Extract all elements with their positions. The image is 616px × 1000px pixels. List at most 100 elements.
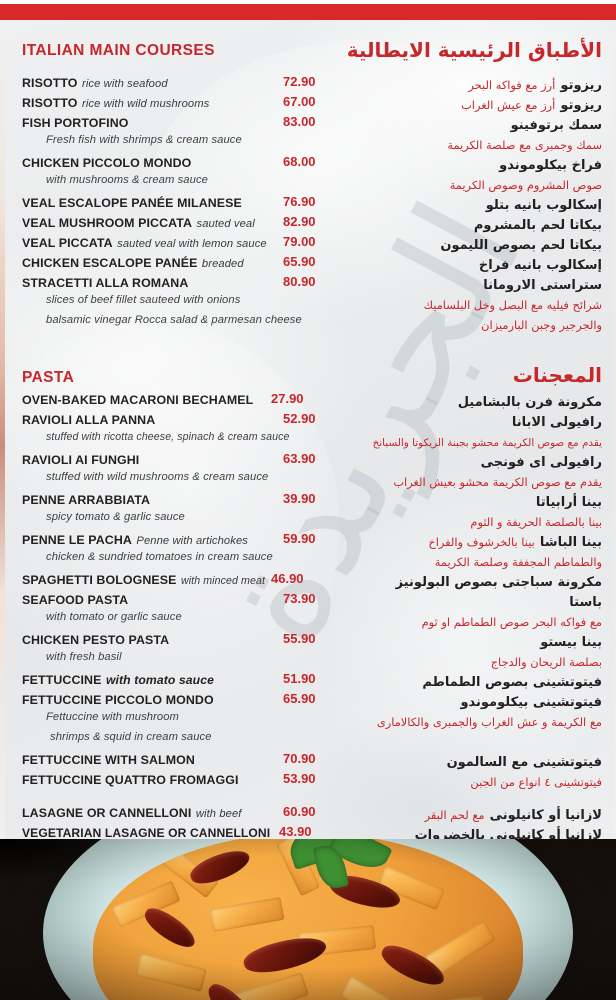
menu-row-ar[interactable]: إسكالوب بانيه بتلو bbox=[340, 194, 616, 214]
item-subdesc: shrimps & squid in cream sauce bbox=[50, 731, 212, 743]
menu-row[interactable]: VEAL MUSHROOM PICCATA sauted veal 82.90 bbox=[0, 214, 340, 234]
menu-row-ar[interactable]: بينا الباشا بينا بالخرشوف والفراخ bbox=[340, 531, 616, 551]
menu-row[interactable]: STRACETTI ALLA ROMANA 80.90 bbox=[0, 274, 340, 294]
item-subdesc: with tomato or garlic sauce bbox=[46, 611, 182, 623]
item-subdesc: stuffed with wild mushrooms & cream sauc… bbox=[46, 471, 269, 483]
menu-subdesc-row-ar: مع الكريمة و عش الغراب والجمبرى والكالام… bbox=[340, 711, 616, 731]
section-title-ar: المعجنات bbox=[512, 363, 602, 387]
menu-row[interactable]: VEAL ESCALOPE PANÉE MILANESE 76.90 bbox=[0, 194, 340, 214]
menu-row[interactable]: SPAGHETTI BOLOGNESE with minced meat 46.9… bbox=[0, 571, 340, 591]
menu-row-ar[interactable]: ريزوتو أرز مع عيش الغراب bbox=[340, 94, 616, 114]
item-name-ar: رافيولى الابانا bbox=[511, 415, 602, 430]
menu-row[interactable]: FETTUCCINE with tomato sauce 51.90 bbox=[0, 671, 340, 691]
menu-row[interactable]: LASAGNE OR CANNELLONI with beef 60.90 bbox=[0, 804, 340, 824]
top-red-bar bbox=[0, 4, 616, 20]
menu-row[interactable]: CHICKEN PESTO PASTA 55.90 bbox=[0, 631, 340, 651]
menu-row[interactable]: RISOTTO rice with wild mushrooms 67.00 bbox=[0, 94, 340, 114]
pasta-mound bbox=[93, 839, 523, 1000]
menu-subdesc-row: stuffed with wild mushrooms & cream sauc… bbox=[0, 471, 340, 491]
item-name: OVEN-BAKED MACARONI BECHAMEL bbox=[22, 393, 254, 407]
menu-row-ar[interactable]: بيكاتا لحم بالمشروم bbox=[340, 214, 616, 234]
item-name: LASAGNE OR CANNELLONI bbox=[22, 806, 192, 820]
menu-row-ar[interactable]: مكرونة فرن بالبشاميل bbox=[340, 391, 616, 411]
menu-row[interactable]: VEAL PICCATA sauted veal with lemon sauc… bbox=[0, 234, 340, 254]
item-desc-ar: شرائح فيليه مع البصل وخل البلساميك bbox=[423, 298, 602, 312]
photo-vignette bbox=[0, 839, 616, 1000]
menu-row-ar[interactable]: بينا بيستو bbox=[340, 631, 616, 651]
item-name-ar: فراخ بيكلوموندو bbox=[499, 158, 602, 173]
item-name: SEAFOOD PASTA bbox=[22, 593, 129, 607]
item-subdesc: spicy tomato & garlic sauce bbox=[46, 511, 185, 523]
menu-row-ar[interactable]: فيتوتشينى بصوص الطماطم bbox=[340, 671, 616, 691]
menu-row-ar[interactable]: فراخ بيكلوموندو bbox=[340, 154, 616, 174]
item-desc-ar: أرز مع فواكه البحر bbox=[468, 78, 556, 92]
item-name-ar: فيتوتشينى مع السالمون bbox=[446, 755, 602, 770]
item-price: 68.00 bbox=[283, 154, 316, 169]
menu-row[interactable]: FISH PORTOFINO 83.00 bbox=[0, 114, 340, 134]
food-photo bbox=[0, 839, 616, 1000]
menu-row[interactable]: VEGETARIAN LASAGNE OR CANNELLONI 43.90 bbox=[0, 824, 340, 839]
item-price: 73.90 bbox=[283, 591, 316, 606]
menu-row-ar[interactable]: بينا أرابياتا bbox=[340, 491, 616, 511]
item-price: 27.90 bbox=[271, 391, 304, 406]
item-name-ar: بينا بيستو bbox=[540, 635, 602, 650]
left-edge-strip bbox=[0, 20, 5, 839]
menu-row-ar[interactable]: لازانيا أو كانيلونى مع لحم البقر bbox=[340, 804, 616, 824]
menu-row-ar[interactable]: فيتوتشينى بيكلوموندو bbox=[340, 691, 616, 711]
menu-row-ar[interactable]: باستا bbox=[340, 591, 616, 611]
menu-row-ar[interactable]: مكرونة سباجتى بصوص البولونيز bbox=[340, 571, 616, 591]
section-italian-main-courses: ITALIAN MAIN COURSES الأطباق الرئيسية ال… bbox=[0, 38, 616, 332]
spacer-row-ar bbox=[340, 791, 616, 804]
item-name-ar: بينا أرابياتا bbox=[535, 495, 602, 510]
item-price: 72.90 bbox=[283, 74, 316, 89]
menu-row[interactable]: RISOTTO rice with seafood 72.90 bbox=[0, 74, 340, 94]
item-name: RISOTTO bbox=[22, 96, 78, 110]
menu-row[interactable]: PENNE ARRABBIATA 39.90 bbox=[0, 491, 340, 511]
menu-subdesc-row: with mushrooms & cream sauce bbox=[0, 174, 340, 194]
item-name: VEAL PICCATA bbox=[22, 236, 113, 250]
item-name-ar: فيتوتشينى بيكلوموندو bbox=[460, 695, 602, 710]
menu-row[interactable]: SEAFOOD PASTA 73.90 bbox=[0, 591, 340, 611]
item-desc-ar: أرز مع عيش الغراب bbox=[461, 98, 556, 112]
menu-subdesc-row: stuffed with ricotta cheese, spinach & c… bbox=[0, 431, 340, 451]
menu-row-ar[interactable]: إسكالوب بانيه فراخ bbox=[340, 254, 616, 274]
item-subdesc: balsamic vinegar Rocca salad & parmesan … bbox=[46, 314, 302, 326]
right-edge-strip bbox=[613, 20, 616, 839]
item-desc: Penne with artichokes bbox=[136, 535, 248, 547]
item-name-ar: لازانيا أو كانيلونى bbox=[489, 808, 602, 823]
item-desc-ar: صوص المشروم وصوص الكريمة bbox=[449, 178, 602, 192]
item-desc-ar: والطماطم المجففة وصلصة الكريمة bbox=[434, 555, 602, 569]
menu-row-ar[interactable]: سمك برتوفينو bbox=[340, 114, 616, 134]
menu-subdesc-row-ar: والجرجير وجبن البارميزان bbox=[340, 314, 616, 334]
item-price: 43.90 bbox=[279, 824, 312, 839]
menu-row-ar[interactable]: رافيولى الابانا bbox=[340, 411, 616, 431]
item-name: CHICKEN ESCALOPE PANÉE bbox=[22, 256, 198, 270]
menu-subdesc-row: balsamic vinegar Rocca salad & parmesan … bbox=[0, 314, 340, 334]
menu-row[interactable]: PENNE LE PACHA Penne with artichokes 59.9… bbox=[0, 531, 340, 551]
menu-row-ar[interactable]: لازانيا أو كانيلونى بالخضروات bbox=[340, 824, 616, 839]
item-price: 70.90 bbox=[283, 751, 316, 766]
menu-row[interactable]: CHICKEN PICCOLO MONDO 68.00 bbox=[0, 154, 340, 174]
menu-row[interactable]: RAVIOLI ALLA PANNA 52.90 bbox=[0, 411, 340, 431]
menu-row[interactable]: FETTUCCINE PICCOLO MONDO 65.90 bbox=[0, 691, 340, 711]
item-price: 63.90 bbox=[283, 451, 316, 466]
menu-row-ar[interactable]: ستراستى الارومانا bbox=[340, 274, 616, 294]
menu-row[interactable]: FETTUCCINE WITH SALMON 70.90 bbox=[0, 751, 340, 771]
menu-row-ar[interactable]: بيكاتا لحم بصوص الليمون bbox=[340, 234, 616, 254]
menu-row[interactable]: RAVIOLI AI FUNGHI 63.90 bbox=[0, 451, 340, 471]
menu-row[interactable]: CHICKEN ESCALOPE PANÉE breaded 65.90 bbox=[0, 254, 340, 274]
item-name-ar: سمك برتوفينو bbox=[510, 118, 602, 133]
menu-row-ar[interactable]: رافيولى اى فونجى bbox=[340, 451, 616, 471]
item-price: 55.90 bbox=[283, 631, 316, 646]
menu-row[interactable]: OVEN-BAKED MACARONI BECHAMEL 27.90 bbox=[0, 391, 340, 411]
item-subdesc: slices of beef fillet sauteed with onion… bbox=[46, 294, 241, 306]
item-desc: with minced meat bbox=[180, 575, 265, 587]
menu-row-ar[interactable]: فيتوتشينى مع السالمون bbox=[340, 751, 616, 771]
item-desc-ar: بينا بالصلصة الحريفة و الثوم bbox=[470, 515, 602, 529]
item-desc: with tomato sauce bbox=[105, 673, 214, 687]
menu-row[interactable]: FETTUCCINE QUATTRO FROMAGGI 53.90 bbox=[0, 771, 340, 791]
item-name-ar: بيكاتا لحم بالمشروم bbox=[473, 218, 602, 233]
menu-row-ar[interactable]: ريزوتو أرز مع فواكه البحر bbox=[340, 74, 616, 94]
item-subdesc: Fresh fish with shrimps & cream sauce bbox=[46, 134, 242, 146]
item-desc-ar: بصلصة الريحان والدجاج bbox=[490, 655, 602, 669]
